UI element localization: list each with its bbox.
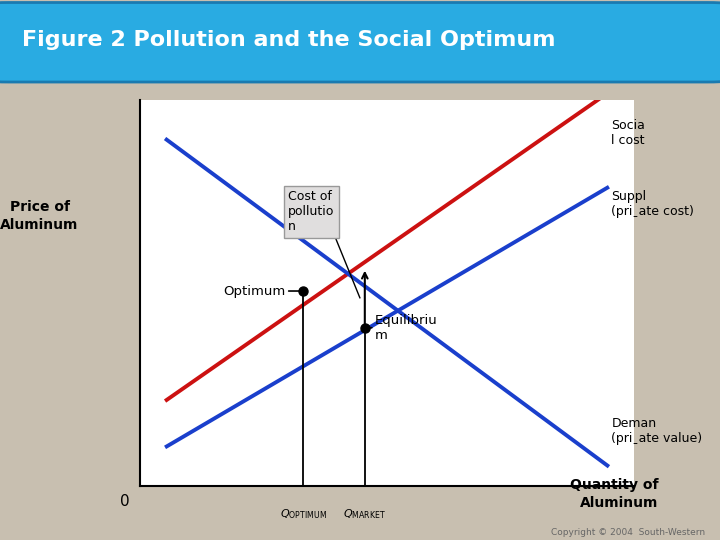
Text: $Q_{\mathrm{OPTIMUM}}$: $Q_{\mathrm{OPTIMUM}}$	[279, 507, 327, 521]
Text: Deman
(priˍate value): Deman (priˍate value)	[611, 416, 703, 444]
Text: Cost of
pollutio
n: Cost of pollutio n	[289, 191, 335, 233]
Text: Price of
Aluminum: Price of Aluminum	[1, 200, 78, 232]
Text: $Q_{\mathrm{MARKET}}$: $Q_{\mathrm{MARKET}}$	[343, 507, 387, 521]
Text: Figure 2 Pollution and the Social Optimum: Figure 2 Pollution and the Social Optimu…	[22, 30, 555, 50]
Text: Optimum: Optimum	[224, 285, 303, 298]
Text: Equilibriu
m: Equilibriu m	[365, 314, 438, 342]
Text: 0: 0	[120, 495, 130, 510]
FancyBboxPatch shape	[0, 3, 720, 82]
Text: Socia
l cost: Socia l cost	[611, 119, 645, 147]
Text: Suppl
(priˍate cost): Suppl (priˍate cost)	[611, 190, 694, 218]
Text: Copyright © 2004  South-Western: Copyright © 2004 South-Western	[552, 528, 706, 537]
Text: Quantity of
Aluminum: Quantity of Aluminum	[570, 478, 659, 510]
